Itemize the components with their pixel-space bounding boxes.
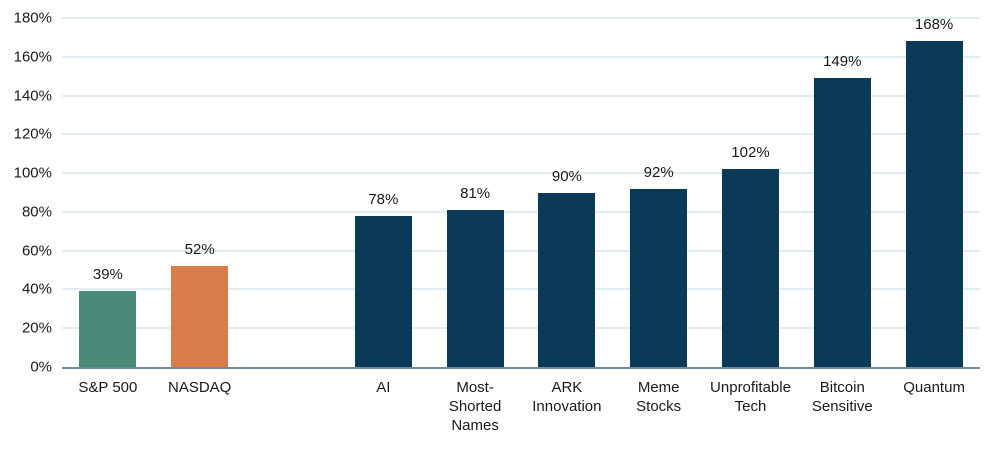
bar-unprofitable-tech bbox=[722, 169, 779, 367]
bar-slot: 102% bbox=[705, 18, 797, 367]
x-tick-label: Meme Stocks bbox=[636, 379, 682, 415]
bar-nasdaq bbox=[171, 266, 229, 367]
gridline bbox=[62, 288, 980, 291]
bar-slot: 92% bbox=[613, 18, 705, 367]
x-tick-label: NASDAQ bbox=[168, 379, 232, 396]
y-tick-label: 80% bbox=[21, 203, 52, 221]
x-tick-label: Unprofitable Tech bbox=[710, 379, 791, 415]
bar-meme-stocks bbox=[630, 188, 688, 367]
bar-value-label: 168% bbox=[914, 16, 954, 34]
bar-ai bbox=[354, 215, 412, 367]
bar-slot: 168% bbox=[888, 16, 980, 367]
x-tick-label: Most-Shorted Names bbox=[448, 379, 502, 434]
gridline bbox=[62, 55, 980, 58]
bar-slot: 52% bbox=[154, 18, 246, 367]
bar-s-p-500 bbox=[79, 291, 137, 367]
x-tick-label: ARK Innovation bbox=[532, 379, 602, 415]
x-tick-label: S&P 500 bbox=[78, 379, 138, 396]
y-tick-label: 180% bbox=[13, 9, 52, 27]
bar-slot: 81% bbox=[429, 18, 521, 367]
bar-value-label: 90% bbox=[551, 167, 582, 185]
bar-value-label: 39% bbox=[92, 266, 123, 284]
y-tick-label: 160% bbox=[13, 48, 52, 66]
x-tick-label: Quantum bbox=[903, 379, 965, 396]
gridline bbox=[62, 94, 980, 97]
x-tick-label: AI bbox=[376, 379, 391, 396]
bar-slot: 149% bbox=[796, 18, 888, 367]
gridline bbox=[62, 249, 980, 252]
y-tick-label: 40% bbox=[21, 280, 52, 298]
bar-value-label: 78% bbox=[368, 190, 399, 208]
gridline bbox=[62, 172, 980, 175]
y-tick-label: 140% bbox=[13, 87, 52, 105]
bar-ark-innovation bbox=[538, 192, 596, 367]
gridline bbox=[62, 210, 980, 213]
bar-quantum bbox=[905, 41, 963, 367]
bar-value-label: 92% bbox=[643, 163, 674, 181]
y-tick-label: 0% bbox=[30, 358, 52, 376]
bar-value-label: 102% bbox=[731, 144, 770, 162]
x-axis: S&P 500 NASDAQ AI Most-Shorted Names ARK Inn… bbox=[62, 378, 980, 458]
gridline bbox=[62, 17, 980, 19]
bar-bitcoin-sensitive bbox=[813, 78, 871, 367]
bar-slot: 90% bbox=[521, 18, 613, 367]
plot-area: 39% 52% 78% 81% 90% 92% 102% 149% 168% bbox=[62, 16, 980, 369]
y-tick-label: 20% bbox=[21, 319, 52, 337]
bar-value-label: 81% bbox=[460, 184, 491, 202]
y-tick-label: 60% bbox=[21, 242, 52, 260]
y-tick-label: 120% bbox=[13, 125, 52, 143]
gridline bbox=[62, 327, 980, 330]
gridline bbox=[62, 133, 980, 136]
bar-value-label: 52% bbox=[184, 241, 215, 259]
bar-most-shorted-names bbox=[446, 209, 504, 367]
y-tick-label: 100% bbox=[13, 164, 52, 182]
bar-slot: 78% bbox=[337, 18, 429, 367]
bar-value-label: 149% bbox=[823, 53, 862, 71]
x-tick-label: Bitcoin Sensitive bbox=[811, 379, 873, 415]
bar-slot: 39% bbox=[62, 18, 154, 367]
y-axis: 0% 20% 40% 60% 80% 100% 120% 140% 160% 180% bbox=[0, 11, 52, 375]
